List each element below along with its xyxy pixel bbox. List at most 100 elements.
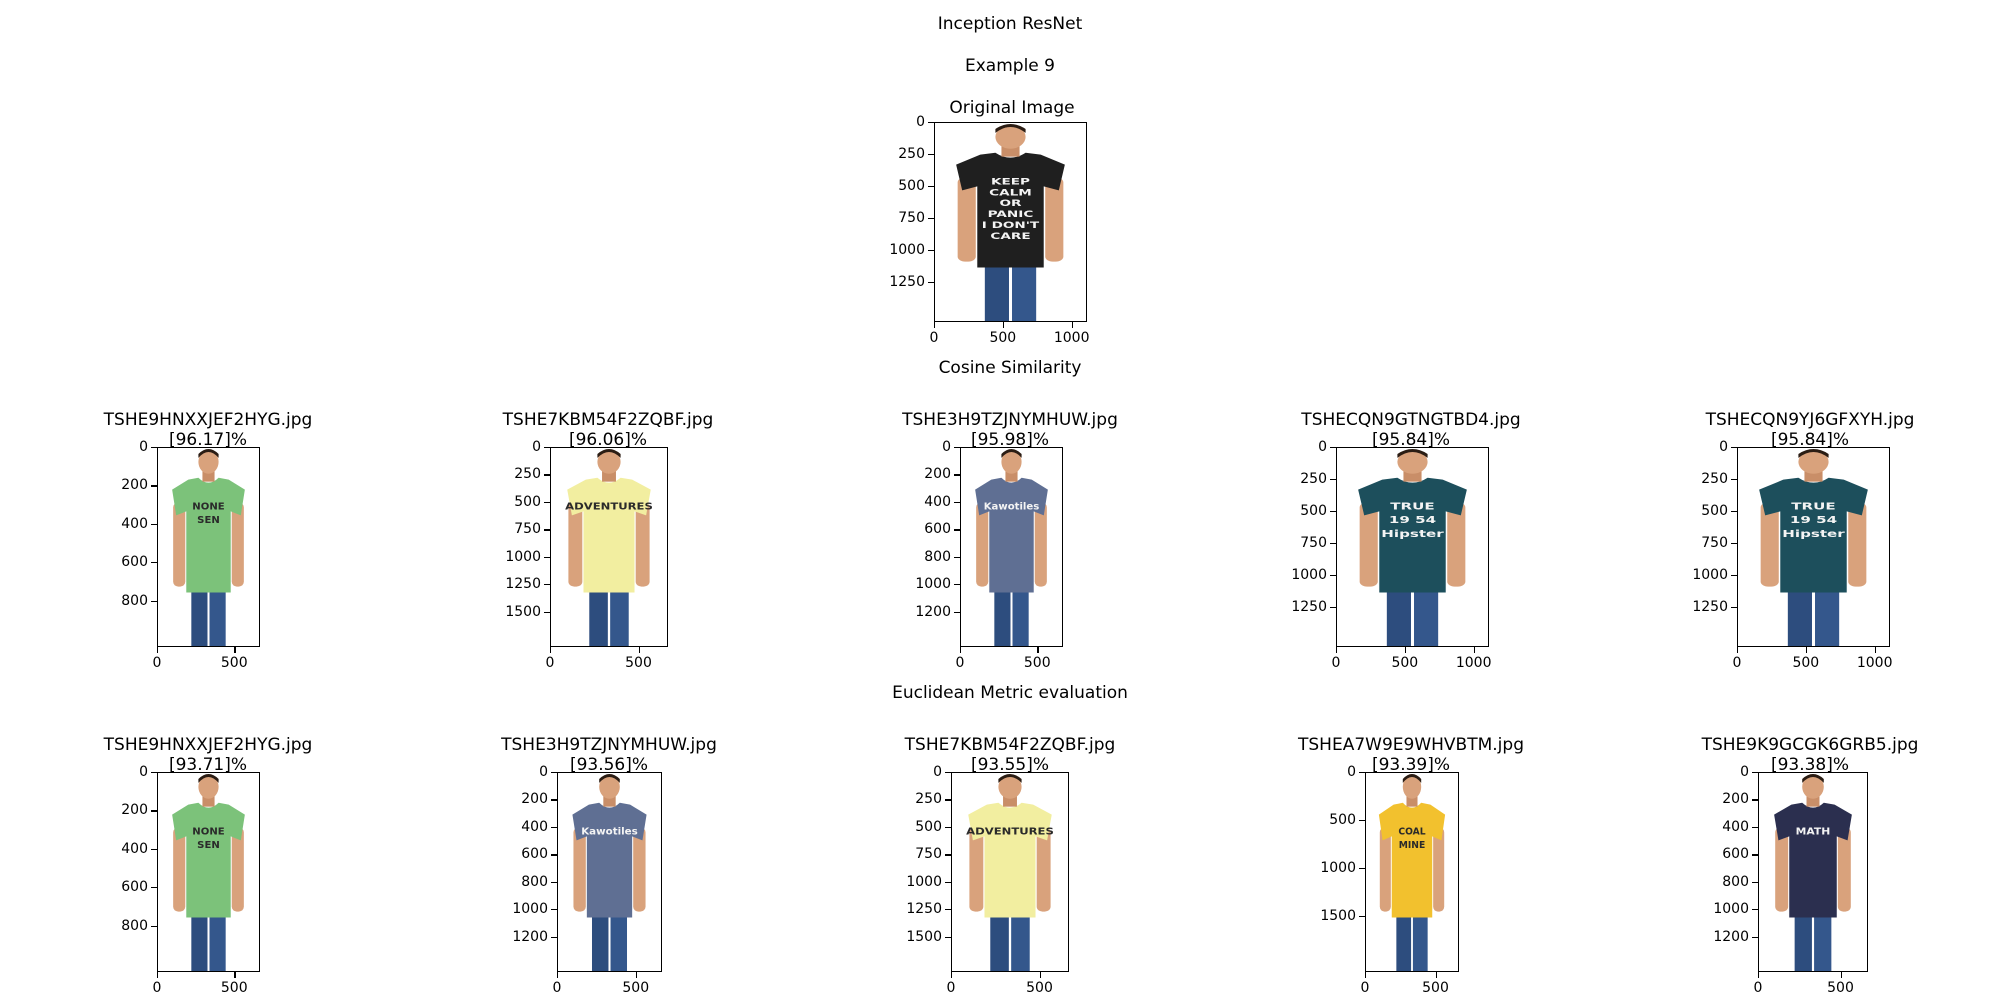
x-tick-mark — [557, 972, 559, 978]
tshirt-shape — [975, 477, 1048, 593]
euclidean-result-2-image: Kawotiles — [557, 772, 662, 972]
y-tick-label: 1000 — [889, 242, 925, 258]
y-tick-mark — [551, 936, 557, 938]
x-tick-mark — [1874, 647, 1876, 653]
y-tick-label: 1250 — [889, 274, 925, 290]
neck — [603, 794, 616, 807]
jeans-right — [1012, 586, 1029, 646]
shirt-print-text: MATH — [1796, 826, 1831, 837]
head — [198, 774, 219, 799]
y-tick-mark — [1752, 854, 1758, 856]
y-tick-label: 200 — [521, 791, 548, 808]
euclidean-result-3-image: ADVENTURES — [951, 772, 1069, 972]
cosine-result-5-filename: TSHECQN9YJ6GFXYH.jpg — [1705, 410, 1915, 430]
y-tick-mark — [1752, 826, 1758, 829]
hair — [995, 123, 1026, 133]
y-tick-mark — [928, 218, 934, 220]
y-tick-mark — [945, 909, 951, 911]
y-tick-mark — [1330, 607, 1336, 609]
y-tick-label: 800 — [924, 548, 951, 565]
y-tick-mark — [1752, 881, 1758, 883]
x-tick-label: 0 — [1753, 980, 1763, 996]
x-tick-mark — [1039, 972, 1041, 978]
x-tick-mark — [638, 647, 640, 653]
y-tick-label: 400 — [1722, 818, 1749, 835]
y-tick-mark — [151, 772, 157, 774]
y-tick-label: 800 — [121, 917, 148, 934]
cosine-result-2-score: [96.06]% — [568, 430, 648, 450]
y-tick-mark — [1330, 575, 1336, 577]
cosine-result-3-filename: TSHE3H9TZJNYMHUW.jpg — [902, 410, 1118, 430]
arm-left — [1760, 502, 1779, 587]
x-tick-label: 500 — [1422, 980, 1449, 996]
y-tick-label: 200 — [121, 802, 148, 819]
jeans-left — [994, 586, 1011, 646]
cosine-result-4-score: [95.84]% — [1371, 430, 1451, 450]
tshirt-shape — [1759, 477, 1868, 593]
tshirt-photo: COAL MINE — [1378, 773, 1446, 971]
arm-right — [1447, 502, 1466, 587]
x-tick-label: 0 — [152, 655, 162, 671]
y-tick-label: 1500 — [906, 928, 942, 945]
shirt-print-text: I DON'T — [982, 219, 1040, 230]
arm-right — [1848, 502, 1867, 587]
euclidean-result-4-filename: TSHEA7W9E9WHVBTM.jpg — [1298, 735, 1524, 755]
y-tick-mark — [151, 848, 157, 851]
shirt-print-text: MINE — [1399, 840, 1426, 851]
y-tick-label: 1500 — [505, 603, 541, 620]
shirt-print-text: PANIC — [988, 209, 1034, 220]
jeans-right — [1414, 586, 1439, 646]
euclidean-result-5-filename: TSHE9K9GCGK6GRB5.jpg — [1701, 735, 1919, 755]
euclidean-result-2-score: [93.56]% — [569, 755, 649, 775]
x-tick-mark — [1758, 972, 1760, 978]
cosine-result-3-score: [95.98]% — [970, 430, 1050, 450]
x-tick-mark — [1336, 647, 1338, 653]
arm-right — [635, 502, 650, 587]
hair — [1001, 448, 1022, 458]
tshirt-shape — [172, 477, 245, 593]
arm-right — [633, 827, 646, 912]
y-tick-mark — [1330, 543, 1336, 545]
y-tick-label: 500 — [514, 493, 541, 510]
y-tick-mark — [1752, 772, 1758, 774]
hair — [1798, 448, 1829, 458]
head — [198, 449, 219, 474]
original-image-title: Original Image — [949, 98, 1075, 118]
x-tick-mark — [1840, 972, 1842, 978]
shirt-print-text: NONE — [192, 826, 225, 837]
shirt-print-text: Kawotiles — [581, 827, 638, 838]
x-tick-mark — [157, 647, 159, 653]
y-tick-mark — [1359, 772, 1365, 774]
y-tick-label: 250 — [1300, 471, 1327, 487]
jeans-right — [209, 911, 226, 971]
jeans-right — [209, 586, 226, 646]
y-tick-mark — [1752, 799, 1758, 801]
tshirt-photo: ADVENTURES — [966, 773, 1054, 971]
y-tick-label: 0 — [532, 439, 541, 455]
x-tick-mark — [1435, 972, 1437, 978]
x-tick-mark — [934, 322, 936, 328]
y-tick-mark — [954, 501, 960, 504]
x-tick-mark — [1365, 972, 1367, 978]
y-tick-mark — [544, 584, 550, 586]
y-tick-label: 250 — [1701, 471, 1728, 487]
y-tick-mark — [1731, 575, 1737, 577]
x-tick-mark — [234, 647, 236, 653]
x-tick-mark — [1737, 647, 1739, 653]
shirt-print-text: COAL — [1398, 826, 1425, 837]
x-tick-mark — [1473, 647, 1475, 653]
x-tick-label: 0 — [955, 655, 965, 671]
jeans-left — [1396, 911, 1412, 971]
hair — [599, 773, 620, 783]
x-tick-label: 0 — [1732, 655, 1742, 671]
y-tick-mark — [954, 529, 960, 531]
y-tick-label: 1000 — [1320, 860, 1356, 876]
cosine-result-5-image: TRUE 19 54 Hipster — [1737, 447, 1890, 647]
y-tick-mark — [1731, 607, 1737, 609]
arm-right — [231, 502, 244, 587]
jeans-right — [1412, 911, 1428, 971]
y-tick-label: 0 — [942, 439, 951, 455]
jeans-left — [591, 911, 609, 971]
jeans-left — [990, 911, 1009, 971]
